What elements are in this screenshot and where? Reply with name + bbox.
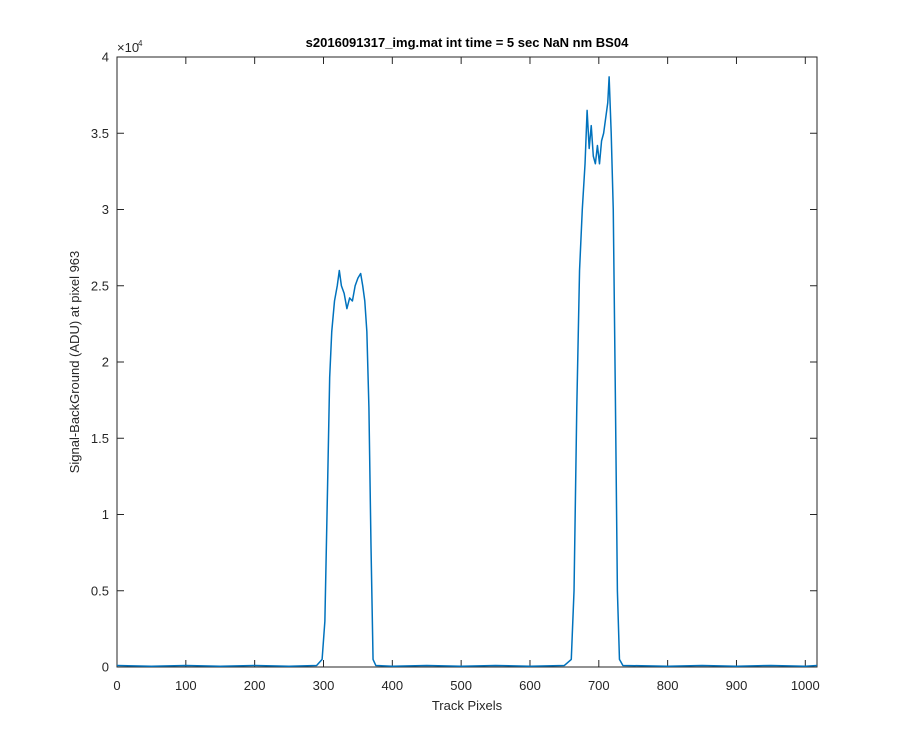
y-multiplier: ×10 [117, 40, 139, 55]
x-tick-label: 600 [519, 678, 541, 693]
chart-title: s2016091317_img.mat int time = 5 sec NaN… [306, 35, 629, 50]
y-tick-label: 1 [102, 507, 109, 522]
x-tick-label: 500 [450, 678, 472, 693]
y-multiplier-exponent: 4 [138, 39, 143, 48]
x-axis-label: Track Pixels [432, 698, 503, 713]
x-tick-label: 0 [113, 678, 120, 693]
x-tick-label: 1000 [791, 678, 820, 693]
x-tick-label: 300 [313, 678, 335, 693]
x-tick-label: 100 [175, 678, 197, 693]
y-axis-label: Signal-BackGround (ADU) at pixel 963 [67, 251, 82, 474]
x-tick-label: 900 [726, 678, 748, 693]
y-tick-label: 2.5 [91, 278, 109, 293]
y-tick-label: 3.5 [91, 126, 109, 141]
y-tick-label: 4 [102, 50, 109, 65]
x-tick-label: 700 [588, 678, 610, 693]
y-tick-label: 0 [102, 660, 109, 675]
x-tick-label: 400 [381, 678, 403, 693]
x-tick-label: 200 [244, 678, 266, 693]
axes-box [116, 56, 818, 668]
y-tick-label: 3 [102, 202, 109, 217]
y-tick-label: 2 [102, 355, 109, 370]
y-tick-label: 1.5 [91, 431, 109, 446]
y-tick-label: 0.5 [91, 583, 109, 598]
x-tick-label: 800 [657, 678, 679, 693]
data-line [116, 76, 818, 667]
